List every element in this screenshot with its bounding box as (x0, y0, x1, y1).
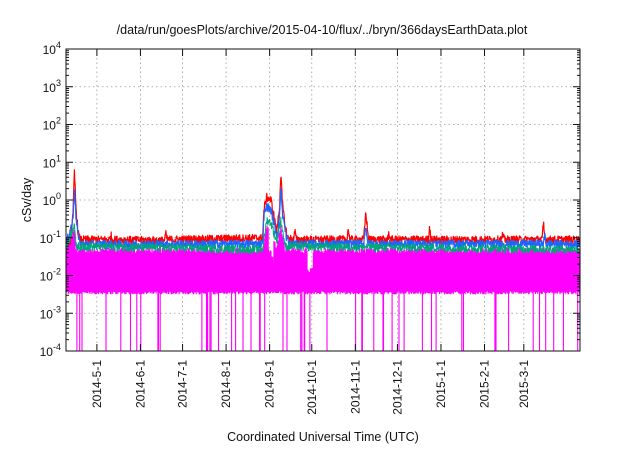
axis-layer: 10-4 10-3 10-2 10-1 100 101 102 103 104 2014-5-1 2… (40, 40, 580, 415)
x-axis-label: Coordinated Universal Time (UTC) (227, 430, 419, 444)
x-tick-label: 2014-6-1 (133, 360, 147, 408)
x-tick-label: 2014-8-1 (219, 360, 233, 408)
y-tick-label: 103 (43, 78, 61, 95)
x-tick-label: 2015-3-1 (517, 360, 531, 408)
y-tick-label: 102 (43, 116, 61, 133)
series-red (65, 169, 581, 246)
grid-layer (66, 49, 580, 351)
y-tick-label: 10-1 (40, 229, 61, 246)
x-tick-label: 2015-2-1 (478, 360, 492, 408)
y-tick-label: 101 (43, 153, 61, 170)
x-tick-label: 2014-12-1 (390, 360, 404, 415)
x-tick-label: 2014-10-1 (305, 360, 319, 415)
x-tick-label: 2014-5-1 (90, 360, 104, 408)
y-tick-label: 10-3 (40, 304, 61, 321)
y-tick-label: 100 (43, 191, 61, 208)
y-tick-label: 104 (43, 40, 61, 57)
x-tick-label: 2014-7-1 (176, 360, 190, 408)
data-layer (65, 169, 581, 351)
y-tick-label: 10-2 (40, 267, 61, 284)
y-axis-label: cSv/day (20, 177, 34, 222)
series-green (65, 216, 581, 255)
chart-title: /data/run/goesPlots/archive/2015-04-10/f… (117, 23, 528, 37)
x-tick-label: 2014-9-1 (263, 360, 277, 408)
y-tick-label: 10-4 (40, 342, 61, 359)
x-tick-label: 2015-1-1 (434, 360, 448, 408)
x-tick-label: 2014-11-1 (348, 360, 362, 414)
